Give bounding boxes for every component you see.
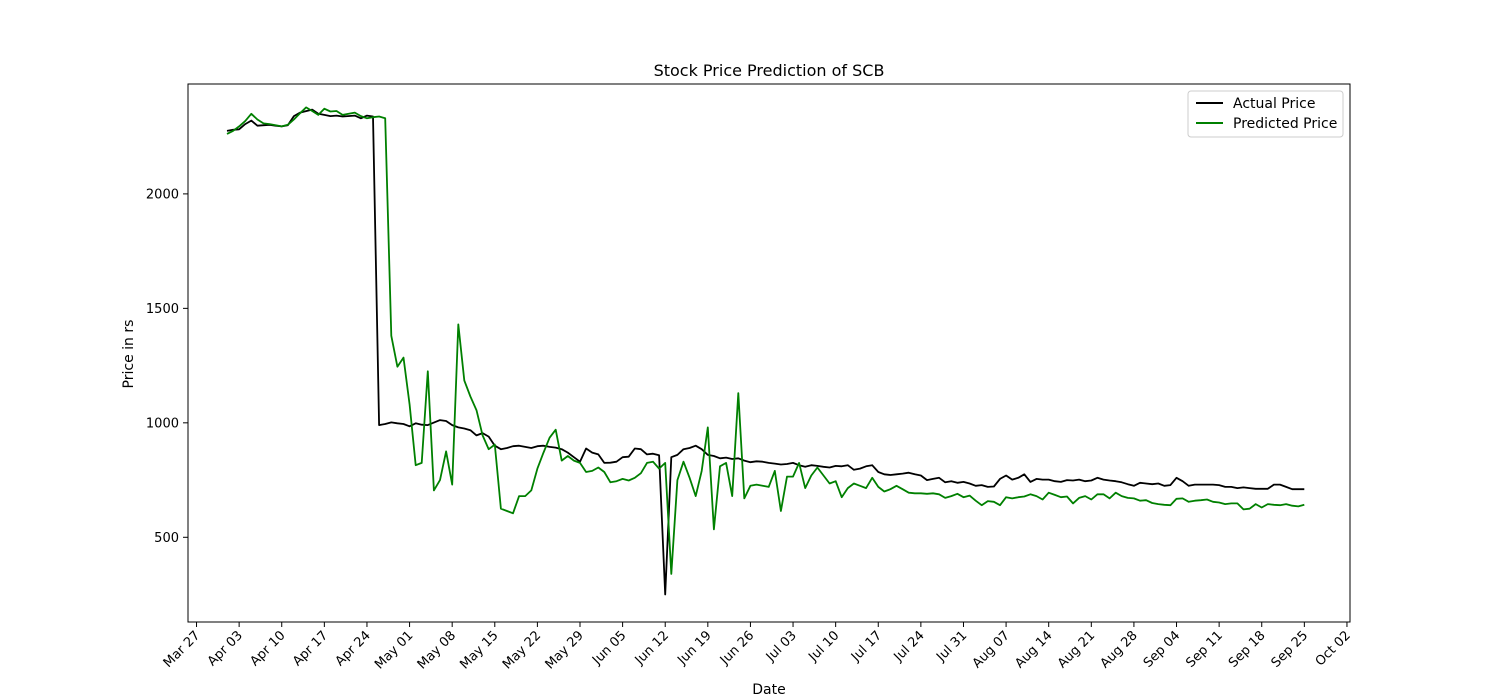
legend-label-predicted-price: Predicted Price <box>1233 116 1337 132</box>
series-line-actual-price <box>226 108 1305 596</box>
plot-content <box>226 106 1305 596</box>
y-tick-label: 1500 <box>146 302 179 317</box>
chart-title: Stock Price Prediction of SCB <box>654 61 885 80</box>
y-tick-label: 2000 <box>146 187 179 202</box>
legend-box <box>1187 90 1344 138</box>
series-line-predicted-price <box>226 106 1305 575</box>
y-axis-title: Price in rs <box>121 320 137 389</box>
plot-frame <box>187 83 1351 623</box>
legend: Actual Price Predicted Price <box>1187 90 1344 138</box>
y-tick-label: 500 <box>154 531 179 546</box>
y-tick-label: 1000 <box>146 416 179 431</box>
x-axis-title: Date <box>752 682 785 698</box>
legend-label-actual-price: Actual Price <box>1233 96 1315 112</box>
